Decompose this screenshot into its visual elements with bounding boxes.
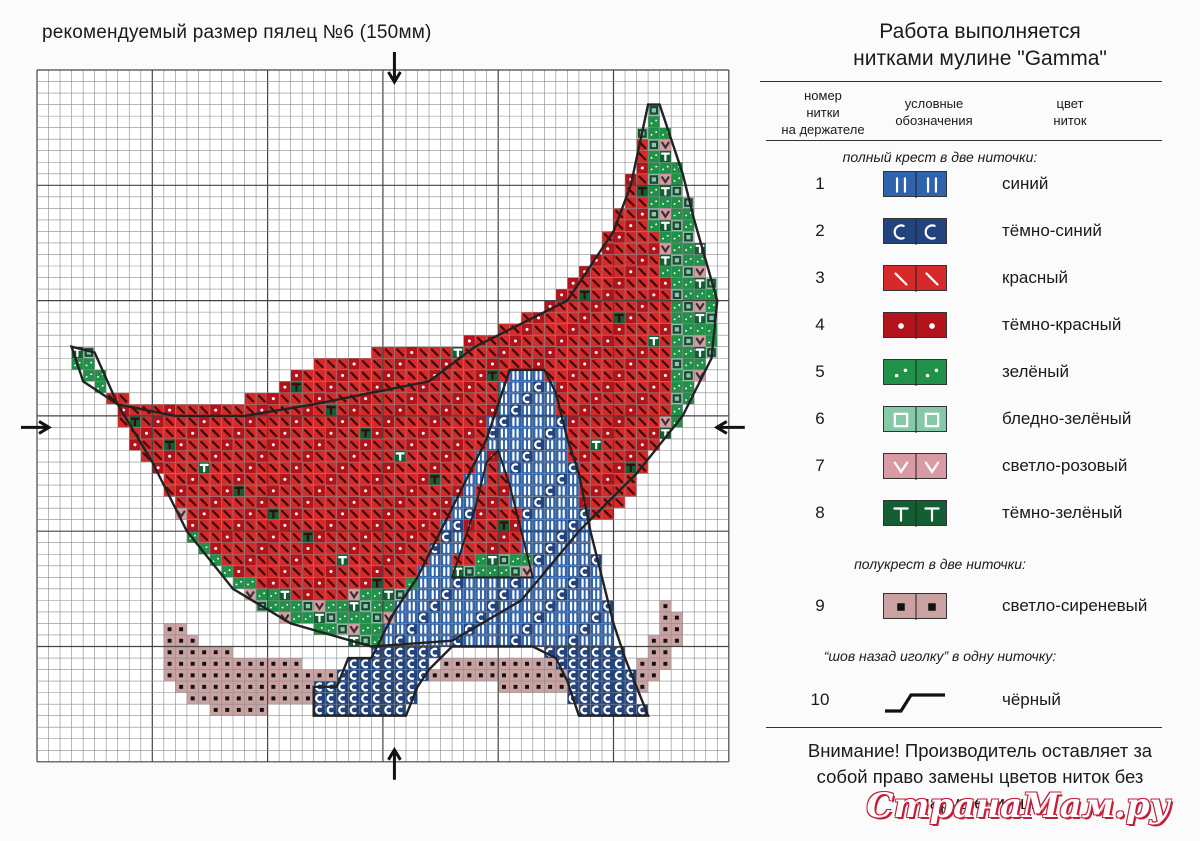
thread-number: 4 xyxy=(815,315,825,334)
thread-number: 10 xyxy=(810,690,830,709)
square-symbol-icon xyxy=(893,407,940,433)
thread-number: 7 xyxy=(815,456,825,475)
thread-number: 9 xyxy=(815,596,825,615)
thread-swatch-dot xyxy=(883,312,947,339)
legend-top-rule xyxy=(760,81,1162,82)
cross-stitch-chart xyxy=(21,52,745,780)
thread-color-name: зелёный xyxy=(1002,362,1069,381)
legend-title-line1: Работа выполняется xyxy=(879,20,1081,43)
header-symbol-line1: условные xyxy=(904,96,964,111)
notice-text: Внимание! Производитель оставляет за соб… xyxy=(760,738,1200,816)
thread-number: 6 xyxy=(815,409,825,428)
thread-swatch-tee xyxy=(883,500,947,527)
thread-swatch-vee xyxy=(883,453,947,480)
moon-symbol-icon xyxy=(893,219,936,245)
thread-swatch-stars xyxy=(883,359,947,386)
header-symbol-line2: обозначения xyxy=(895,113,973,128)
header-color-line1: цвет xyxy=(1056,96,1084,111)
thread-number: 2 xyxy=(815,221,825,240)
section-half-cross: полукрест в две ниточки: xyxy=(854,556,1026,572)
backstitch-outline xyxy=(69,103,719,717)
notice-line1: Внимание! Производитель оставляет за xyxy=(807,740,1153,761)
hoop-size-note: рекомендуемый размер пялец №6 (150мм) xyxy=(42,22,432,43)
notice-line2: собой право замены цветов ниток без xyxy=(816,766,1144,787)
stars-symbol-icon xyxy=(894,360,939,386)
legend-header-rule xyxy=(766,140,1162,141)
thread-legend: Работа выполняется нитками мулине "Gamma… xyxy=(760,0,1200,841)
smallsq-symbol-icon xyxy=(897,594,936,620)
thread-color-name: чёрный xyxy=(1002,690,1061,709)
right-arrow-icon xyxy=(713,420,745,435)
thread-color-name: бледно-зелёный xyxy=(1002,409,1132,428)
thread-swatch-square xyxy=(883,406,947,433)
header-number-line2: нитки xyxy=(806,105,840,120)
top-arrow-icon xyxy=(387,52,402,85)
stitch-cells xyxy=(71,104,718,716)
thread-color-name: тёмно-зелёный xyxy=(1002,503,1123,522)
thread-color-name: светло-сиреневый xyxy=(1002,596,1148,615)
backstitch-icon xyxy=(885,693,945,713)
tee-symbol-icon xyxy=(893,501,940,527)
header-number: номер нитки на держателе xyxy=(768,87,878,138)
thread-number: 5 xyxy=(815,362,825,381)
header-symbol: условные обозначения xyxy=(882,95,986,129)
legend-title-line2: нитками мулине "Gamma" xyxy=(853,47,1107,70)
thread-color-name: светло-розовый xyxy=(1002,456,1128,475)
header-number-line3: на держателе xyxy=(781,122,865,137)
thread-swatch-smallsq xyxy=(883,593,947,620)
header-color-line2: ниток xyxy=(1053,113,1087,128)
rind-outline xyxy=(69,103,719,648)
thread-color-name: синий xyxy=(1002,174,1049,193)
left-arrow-icon xyxy=(21,420,52,435)
watermark-logo: СтранаМам.ру xyxy=(866,786,1170,826)
legend-bottom-rule xyxy=(766,727,1162,728)
thread-number: 1 xyxy=(815,174,825,193)
thread-color-name: тёмно-синий xyxy=(1002,221,1102,240)
thread-number: 3 xyxy=(815,268,825,287)
center-arrows xyxy=(21,52,745,780)
thread-swatch-backstitch xyxy=(883,687,947,713)
header-number-line1: номер xyxy=(804,88,842,103)
slash-symbol-icon xyxy=(894,266,939,292)
bottom-arrow-icon xyxy=(387,746,402,780)
thread-color-name: красный xyxy=(1002,268,1068,287)
section-full-cross: полный крест в две ниточки: xyxy=(842,149,1038,165)
header-color: цвет ниток xyxy=(1020,95,1120,129)
thread-swatch-bar xyxy=(883,171,947,198)
bar-symbol-icon xyxy=(895,172,938,198)
dot-symbol-icon xyxy=(898,313,935,339)
thread-number: 8 xyxy=(815,503,825,522)
thread-swatch-moon xyxy=(883,218,947,245)
section-backstitch: “шов назад иголку” в одну ниточку: xyxy=(823,648,1057,664)
letter-outline xyxy=(312,368,650,717)
thread-swatch-slash xyxy=(883,265,947,292)
thread-color-name: тёмно-красный xyxy=(1002,315,1122,334)
vee-symbol-icon xyxy=(893,454,940,480)
letter-hole-outline xyxy=(450,448,535,579)
notice-line3: нарушения цв xyxy=(919,792,1041,813)
